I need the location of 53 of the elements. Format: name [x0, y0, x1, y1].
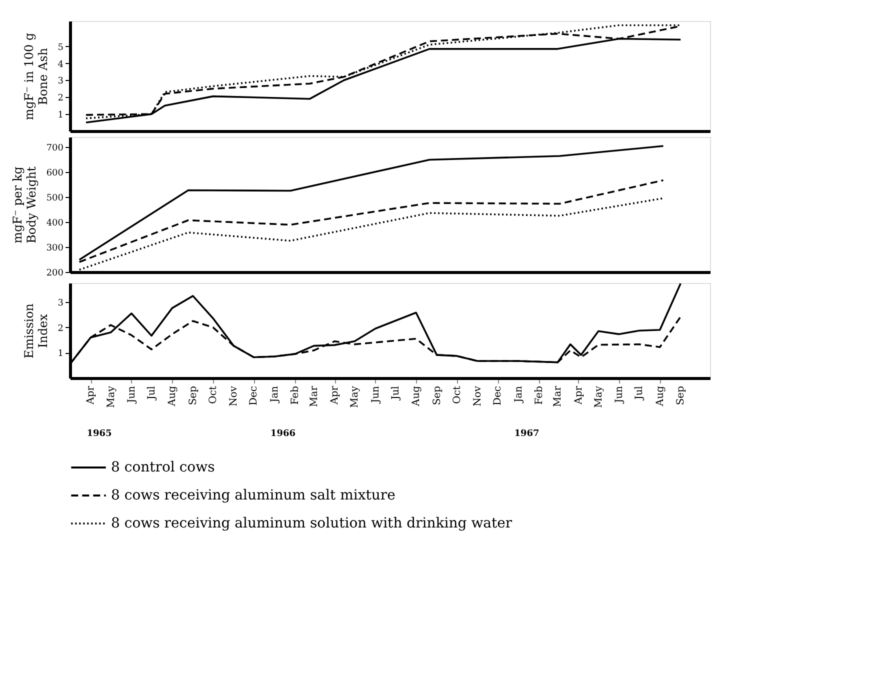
y-axis-title: Emission Index [22, 303, 50, 359]
text: 1966 [270, 429, 296, 439]
x-tick-label: Jan [269, 385, 280, 404]
x-tick-label: Dec [492, 386, 504, 406]
x-tick-label: Aug [167, 385, 178, 408]
y-tick-label: 5 [58, 42, 64, 53]
x-tick-label: Apr [330, 386, 341, 406]
y-tick-label: 1 [58, 110, 64, 121]
x-tick-label: May [350, 386, 361, 408]
x-tick-label: Jul [634, 386, 646, 401]
text: 1965 [86, 429, 112, 439]
y-axis-title: mgF⁻ in 100 g Bone Ash [22, 32, 50, 120]
y-tick-label: 3 [58, 76, 64, 87]
x-tick-label: Sep [676, 386, 687, 406]
x-tick-label: Aug [411, 385, 422, 408]
y-tick-label: 1 [58, 349, 64, 360]
legend-label: 8 control cows [111, 460, 215, 476]
y-tick-label: 500 [46, 194, 64, 204]
x-tick-label: Mar [308, 386, 320, 407]
x-tick-label: Feb [534, 386, 545, 405]
y-tick-label: 600 [46, 168, 64, 178]
y-tick-label: 3 [58, 298, 64, 308]
x-tick-label: Jun [614, 385, 626, 404]
x-tick-label: Jun [126, 385, 138, 404]
x-tick-label: May [106, 386, 117, 408]
x-tick-label: Apr [86, 386, 97, 406]
y-tick-label: 200 [46, 268, 64, 278]
x-tick-label: Jul [390, 386, 402, 401]
x-tick-label: Jul [146, 386, 158, 401]
x-tick-label: May [593, 386, 604, 408]
y-tick-label: 2 [58, 324, 64, 334]
legend-label: 8 cows receiving aluminum solution with drinking water [111, 516, 512, 532]
x-tick-label: Oct [452, 386, 463, 404]
x-tick-label: Nov [472, 386, 484, 406]
y-tick-label: 400 [46, 218, 64, 228]
x-tick-label: Jan [513, 385, 524, 404]
legend-label: 8 cows receiving aluminum salt mixture [111, 488, 396, 504]
x-tick-label: Aug [654, 385, 666, 408]
y-axis-title: mgF⁻ per kg Body Weight [10, 166, 38, 244]
x-tick-label: Jun [370, 385, 382, 404]
y-tick-label: 2 [58, 94, 64, 104]
y-tick-label: 4 [58, 60, 64, 70]
x-tick-label: Dec [248, 386, 260, 406]
x-tick-label: Feb [290, 386, 302, 405]
x-tick-label: Apr [573, 386, 584, 406]
x-tick-label: Mar [552, 386, 564, 407]
x-tick-label: Sep [432, 386, 443, 406]
x-tick-label: Nov [228, 386, 240, 406]
x-tick-label: Oct [208, 386, 219, 404]
x-tick-label: Sep [188, 386, 199, 406]
y-tick-label: 700 [46, 144, 64, 154]
y-tick-label: 300 [46, 244, 64, 254]
text: 1967 [514, 429, 540, 439]
